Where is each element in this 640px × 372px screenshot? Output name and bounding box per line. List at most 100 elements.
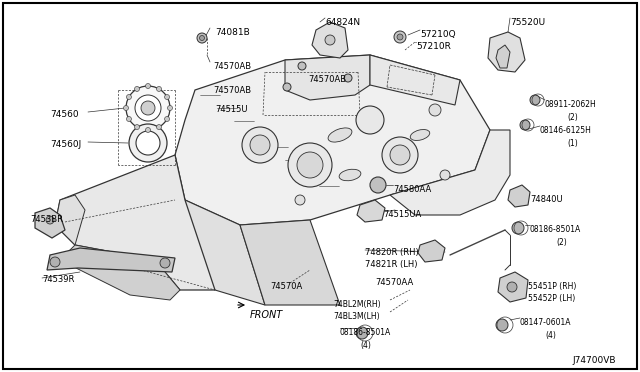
Circle shape xyxy=(126,86,170,130)
Circle shape xyxy=(507,282,517,292)
Text: 74820R (RH): 74820R (RH) xyxy=(365,248,419,257)
Circle shape xyxy=(297,152,323,178)
Circle shape xyxy=(197,33,207,43)
Polygon shape xyxy=(55,195,85,245)
Ellipse shape xyxy=(410,129,429,141)
Polygon shape xyxy=(496,45,510,68)
Circle shape xyxy=(356,327,368,339)
Text: 75520U: 75520U xyxy=(510,18,545,27)
Text: 55451P (RH): 55451P (RH) xyxy=(528,282,577,291)
Text: 74570AA: 74570AA xyxy=(375,278,413,287)
Circle shape xyxy=(288,143,332,187)
Polygon shape xyxy=(370,55,460,105)
Polygon shape xyxy=(498,272,528,302)
Circle shape xyxy=(134,125,140,129)
Circle shape xyxy=(141,101,155,115)
Polygon shape xyxy=(508,185,530,207)
Polygon shape xyxy=(357,200,385,222)
Circle shape xyxy=(127,94,131,99)
Circle shape xyxy=(250,135,270,155)
Ellipse shape xyxy=(339,169,361,181)
Circle shape xyxy=(512,222,524,234)
Circle shape xyxy=(344,74,352,82)
Circle shape xyxy=(370,177,386,193)
Circle shape xyxy=(390,145,410,165)
Text: 74BL3M(LH): 74BL3M(LH) xyxy=(333,312,380,321)
Circle shape xyxy=(50,257,60,267)
Circle shape xyxy=(530,95,540,105)
Circle shape xyxy=(440,170,450,180)
Circle shape xyxy=(124,106,129,110)
Polygon shape xyxy=(240,220,340,305)
Text: 08147-0601A: 08147-0601A xyxy=(520,318,572,327)
Circle shape xyxy=(127,116,131,122)
Circle shape xyxy=(145,128,150,132)
Circle shape xyxy=(136,131,160,155)
Text: (4): (4) xyxy=(360,341,371,350)
Polygon shape xyxy=(55,155,215,290)
Text: 74081B: 74081B xyxy=(215,28,250,37)
Circle shape xyxy=(397,34,403,40)
Polygon shape xyxy=(185,200,265,305)
Circle shape xyxy=(157,125,161,129)
Circle shape xyxy=(295,195,305,205)
Polygon shape xyxy=(312,22,348,58)
Text: 57210Q: 57210Q xyxy=(420,30,456,39)
Text: 08146-6125H: 08146-6125H xyxy=(540,126,592,135)
Circle shape xyxy=(429,104,441,116)
Text: 55452P (LH): 55452P (LH) xyxy=(528,294,575,303)
Text: 74821R (LH): 74821R (LH) xyxy=(365,260,417,269)
Circle shape xyxy=(145,83,150,89)
Circle shape xyxy=(283,83,291,91)
Text: 08186-8501A: 08186-8501A xyxy=(530,225,581,234)
Text: 74560J: 74560J xyxy=(50,140,81,149)
Circle shape xyxy=(46,216,54,224)
Text: 74560: 74560 xyxy=(50,110,79,119)
Circle shape xyxy=(496,319,508,331)
Circle shape xyxy=(164,116,170,122)
Text: 74570AB: 74570AB xyxy=(308,75,346,84)
Polygon shape xyxy=(35,208,65,238)
Text: 08911-2062H: 08911-2062H xyxy=(545,100,596,109)
Circle shape xyxy=(520,120,530,130)
Circle shape xyxy=(160,258,170,268)
Text: (2): (2) xyxy=(567,113,578,122)
Text: 08186-8501A: 08186-8501A xyxy=(340,328,391,337)
Text: 74515U: 74515U xyxy=(215,105,248,114)
Circle shape xyxy=(382,137,418,173)
Text: 57210R: 57210R xyxy=(416,42,451,51)
Ellipse shape xyxy=(328,128,352,142)
Text: 74BL2M(RH): 74BL2M(RH) xyxy=(333,300,381,309)
Text: 7453BR: 7453BR xyxy=(30,215,63,224)
Text: (1): (1) xyxy=(567,139,578,148)
Circle shape xyxy=(134,86,140,92)
Polygon shape xyxy=(175,55,490,225)
Circle shape xyxy=(200,35,205,41)
Text: FRONT: FRONT xyxy=(250,310,284,320)
Polygon shape xyxy=(47,248,175,272)
Circle shape xyxy=(135,95,161,121)
Text: 74840U: 74840U xyxy=(530,195,563,204)
Text: 74570AB: 74570AB xyxy=(213,86,251,95)
Circle shape xyxy=(394,31,406,43)
Text: 74515UA: 74515UA xyxy=(383,210,421,219)
Circle shape xyxy=(129,124,167,162)
Text: 64824N: 64824N xyxy=(325,18,360,27)
Polygon shape xyxy=(390,130,510,215)
Circle shape xyxy=(157,86,161,92)
Text: 74570A: 74570A xyxy=(270,282,302,291)
Text: 74570AB: 74570AB xyxy=(213,62,251,71)
Text: (2): (2) xyxy=(556,238,567,247)
Circle shape xyxy=(168,106,173,110)
Polygon shape xyxy=(418,240,445,262)
Circle shape xyxy=(298,62,306,70)
Text: J74700VB: J74700VB xyxy=(572,356,616,365)
Circle shape xyxy=(356,106,384,134)
Circle shape xyxy=(325,35,335,45)
Polygon shape xyxy=(285,55,370,100)
Circle shape xyxy=(164,94,170,99)
Text: (4): (4) xyxy=(545,331,556,340)
Polygon shape xyxy=(488,32,525,72)
Text: 74539R: 74539R xyxy=(42,275,74,284)
Circle shape xyxy=(242,127,278,163)
